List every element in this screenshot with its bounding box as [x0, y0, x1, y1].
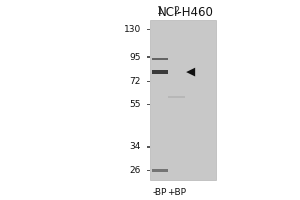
Text: 95: 95	[130, 53, 141, 62]
Text: -BP: -BP	[153, 188, 167, 197]
Text: +BP: +BP	[167, 188, 186, 197]
Text: 55: 55	[130, 100, 141, 109]
Text: 72: 72	[130, 77, 141, 86]
Text: NCI-H460: NCI-H460	[158, 6, 214, 19]
Text: 26: 26	[130, 166, 141, 175]
Text: 2: 2	[173, 6, 179, 16]
Text: 34: 34	[130, 142, 141, 151]
Text: 130: 130	[124, 25, 141, 34]
Text: 1: 1	[157, 6, 163, 16]
